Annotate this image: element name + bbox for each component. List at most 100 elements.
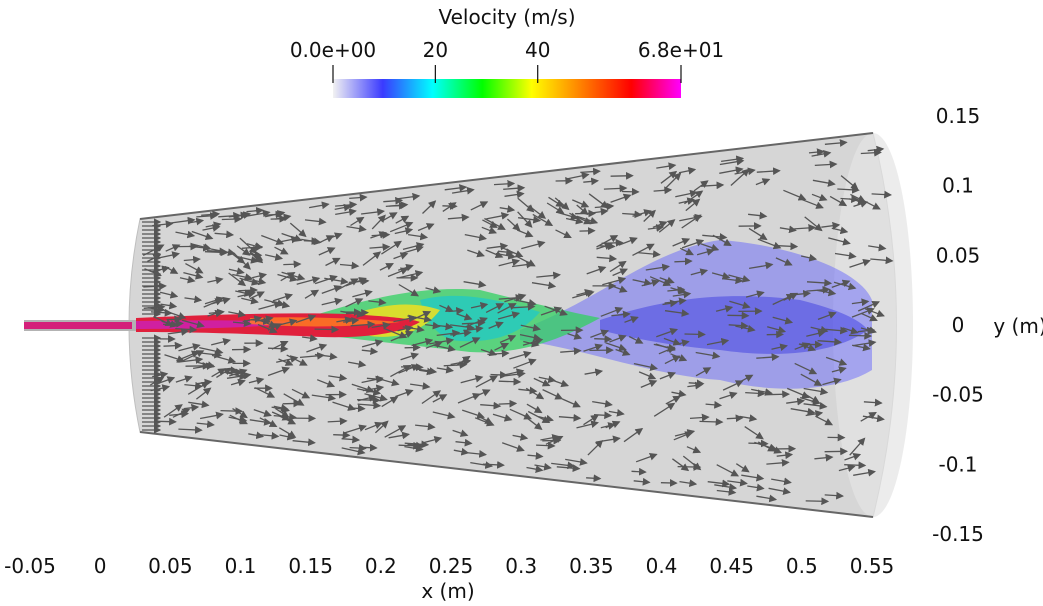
velocity-arrow [860,312,878,322]
x-tick-label: 0.55 [850,554,895,578]
velocity-arrow [442,202,458,210]
velocity-arrow [824,139,848,147]
velocity-arrow [678,197,696,205]
velocity-arrow [871,190,892,199]
velocity-arrow [664,355,681,365]
velocity-arrow [214,230,235,239]
velocity-arrow [518,215,542,224]
velocity-arrow [232,319,252,328]
velocity-arrow [656,327,679,338]
velocity-arrow [436,365,454,374]
velocity-arrow [345,298,364,308]
velocity-arrow [592,399,613,408]
velocity-arrow [664,309,690,317]
velocity-arrow [459,337,481,348]
velocity-arrow [800,198,824,209]
velocity-arrow [527,452,544,460]
velocity-arrow [588,193,609,209]
velocity-arrow [205,221,222,230]
velocity-arrow [282,399,302,408]
velocity-arrow [544,305,568,316]
velocity-arrow [503,184,526,193]
velocity-arrow [361,347,379,355]
velocity-arrow [747,483,765,492]
velocity-arrow [274,246,289,255]
velocity-arrow [267,344,289,353]
velocity-arrow [526,465,544,473]
velocity-arrow [283,260,302,269]
velocity-arrow [596,235,619,248]
velocity-arrow [417,223,435,232]
velocity-arrow [362,251,382,266]
velocity-arrow [379,263,394,271]
velocity-arrow [207,276,224,285]
velocity-arrow [350,216,365,227]
x-tick-label: 0.2 [365,554,397,578]
velocity-arrow [838,464,856,472]
velocity-arrow [520,324,541,332]
velocity-arrow [292,438,316,447]
velocity-arrow [432,411,456,420]
y-tick-label: 0.05 [936,243,981,267]
velocity-arrow [622,210,643,219]
velocity-arrow [321,285,343,295]
velocity-arrow [745,389,766,398]
velocity-arrow [726,414,744,423]
velocity-arrow [803,387,829,396]
velocity-arrow [658,219,676,233]
velocity-arrow [715,305,734,313]
velocity-arrow [482,219,498,228]
x-tick-label: 0.05 [148,554,193,578]
colorbar-gradient [333,79,681,98]
velocity-arrow [488,321,504,330]
velocity-arrow [518,386,538,395]
velocity-arrow [204,248,229,257]
velocity-arrow [608,409,625,417]
velocity-arrow [800,253,818,262]
velocity-arrow [228,272,247,287]
velocity-arrow [335,208,357,216]
velocity-arrow [325,257,341,267]
velocity-arrow [359,443,378,452]
velocity-arrow [357,388,382,396]
velocity-arrow [662,299,678,308]
velocity-arrow [211,296,231,305]
velocity-arrow [605,342,627,352]
velocity-arrow [640,379,658,388]
velocity-arrow [481,226,498,235]
velocity-arrow [850,193,866,203]
velocity-arrow [755,178,771,186]
velocity-arrow [594,335,613,343]
velocity-arrow [183,271,204,280]
velocity-arrow [870,256,894,265]
velocity-arrow [624,316,639,324]
velocity-arrow [844,453,862,461]
velocity-arrow [748,227,768,241]
velocity-arrow [851,298,870,307]
inlet-edge-bottom [139,431,874,518]
velocity-arrow [523,339,540,348]
x-tick-label: 0.35 [569,554,614,578]
velocity-arrow [851,307,875,318]
velocity-arrow [635,453,658,463]
velocity-arrow [699,418,724,426]
velocity-arrow [279,235,300,244]
velocity-arrow [179,275,196,284]
y-tick-label: -0.05 [932,383,984,407]
velocity-arrow [511,302,536,311]
x-tick-label: 0.45 [709,554,754,578]
velocity-arrow [695,367,712,377]
velocity-arrow [814,160,838,169]
velocity-arrow [840,195,859,204]
velocity-arrow [783,292,799,301]
velocity-arrow [638,371,657,380]
velocity-arrow [457,393,481,404]
velocity-arrow [389,221,414,233]
velocity-arrow [805,497,830,506]
velocity-arrow [368,298,387,306]
velocity-arrow [603,184,628,193]
velocity-arrow [452,429,469,437]
velocity-arrow [637,250,661,258]
velocity-arrow [460,374,484,384]
velocity-arrow [504,370,526,379]
